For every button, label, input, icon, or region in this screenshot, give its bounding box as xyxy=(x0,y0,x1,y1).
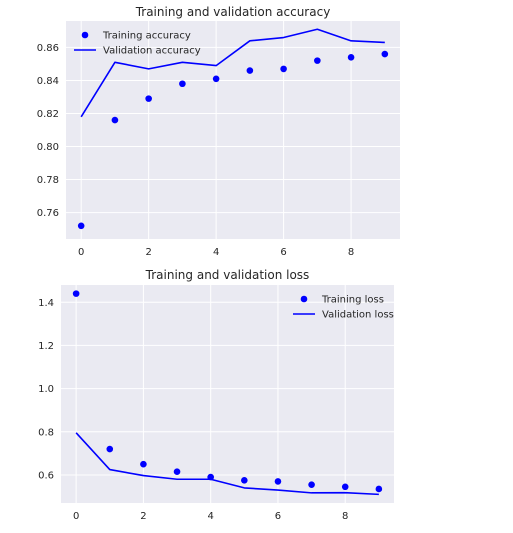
data-point-training-loss xyxy=(72,290,80,297)
legend: Training accuracy Validation accuracy xyxy=(74,31,201,57)
data-point-training-accuracy xyxy=(314,57,321,64)
legend-label: Validation accuracy xyxy=(103,46,201,57)
legend-label: Validation loss xyxy=(322,310,394,321)
x-tick-label: 0 xyxy=(73,511,79,522)
legend-marker xyxy=(300,295,308,303)
y-tick-label: 0.84 xyxy=(37,76,59,87)
y-tick-label: 0.76 xyxy=(37,208,59,219)
legend-marker xyxy=(81,31,89,39)
chart-1: 0 2 4 6 8 0.76 0.78 0.80 0.82 0.84 0.86 Training an… xyxy=(37,5,400,258)
x-tick-label: 8 xyxy=(342,511,348,522)
chart-title: Training and validation accuracy xyxy=(135,5,331,19)
data-point-training-accuracy xyxy=(77,222,85,230)
data-point-training-loss xyxy=(173,468,181,476)
y-tick-label: 0.78 xyxy=(37,175,59,186)
data-point-training-accuracy xyxy=(347,54,355,61)
x-tick-label: 2 xyxy=(140,511,146,522)
series-line-validation-loss xyxy=(75,432,379,496)
x-tick-label: 4 xyxy=(213,247,219,258)
y-tick-label: 1.4 xyxy=(38,298,54,309)
x-tick-label: 4 xyxy=(207,511,213,522)
y-tick-label: 0.80 xyxy=(37,142,59,153)
data-point-training-loss xyxy=(274,478,282,485)
chart-title: Training and validation loss xyxy=(145,268,310,282)
data-point-training-loss xyxy=(241,477,248,484)
data-point-training-accuracy xyxy=(280,65,287,73)
legend: Training loss Validation loss xyxy=(293,295,394,321)
y-tick-label: 1.2 xyxy=(38,341,54,352)
data-point-training-accuracy xyxy=(111,116,119,124)
data-point-training-loss xyxy=(308,481,315,488)
y-tick-label: 0.6 xyxy=(38,470,54,481)
x-tick-label: 8 xyxy=(348,247,354,258)
data-point-training-accuracy xyxy=(381,50,389,58)
data-point-training-accuracy xyxy=(246,67,254,74)
y-tick-label: 0.86 xyxy=(37,43,59,54)
x-tick-label: 6 xyxy=(275,511,281,522)
series-line-validation-accuracy xyxy=(80,28,385,118)
data-point-training-loss xyxy=(140,460,147,468)
data-point-training-loss xyxy=(341,483,349,491)
plot-background xyxy=(66,21,400,239)
data-point-training-accuracy xyxy=(145,95,152,102)
x-tick-label: 2 xyxy=(145,247,151,258)
plot-background xyxy=(61,285,394,503)
x-tick-label: 0 xyxy=(78,247,84,258)
chart-2: 0 2 4 6 8 0.6 0.8 1.0 1.2 1.4 Training and validat… xyxy=(38,268,394,522)
data-point-training-loss xyxy=(106,445,114,453)
legend-label: Training loss xyxy=(321,295,384,306)
data-point-training-accuracy xyxy=(212,75,220,83)
x-tick-label: 6 xyxy=(280,247,286,258)
data-point-training-loss xyxy=(375,485,383,493)
y-tick-label: 1.0 xyxy=(38,384,54,395)
y-tick-label: 0.82 xyxy=(37,109,59,120)
y-tick-label: 0.8 xyxy=(38,427,54,438)
data-point-training-accuracy xyxy=(179,80,186,88)
legend-label: Training accuracy xyxy=(102,31,191,42)
